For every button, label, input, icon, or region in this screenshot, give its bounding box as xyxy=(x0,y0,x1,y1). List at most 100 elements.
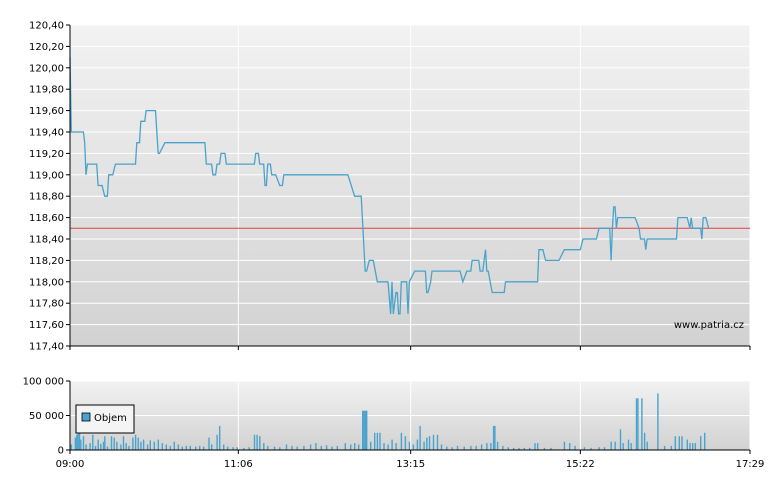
volume-bar xyxy=(408,441,411,450)
volume-bar xyxy=(100,443,102,450)
volume-bar xyxy=(395,443,397,450)
volume-bar xyxy=(219,425,221,450)
x-tick-label: 17:29 xyxy=(736,459,765,470)
volume-bar xyxy=(125,443,127,450)
volume-bar xyxy=(243,447,245,450)
volume-bar xyxy=(236,447,238,450)
volume-bar xyxy=(82,436,85,450)
volume-bar xyxy=(354,443,356,450)
volume-bar xyxy=(494,425,496,450)
volume-bar xyxy=(486,443,488,450)
volume-bar xyxy=(296,446,298,450)
volume-bar xyxy=(480,444,483,450)
volume-bar xyxy=(106,446,109,450)
volume-bar xyxy=(203,446,205,450)
volume-bar xyxy=(76,434,78,450)
volume-bar xyxy=(543,447,546,450)
volume-bar xyxy=(259,436,261,450)
volume-bar xyxy=(92,434,94,450)
volume-bar xyxy=(102,441,105,450)
volume-bar xyxy=(583,447,586,450)
volume-bar xyxy=(253,434,256,450)
volume-bar xyxy=(641,398,643,451)
volume-bar xyxy=(550,447,552,450)
volume-y-tick-label: 0 xyxy=(58,446,64,457)
volume-bar xyxy=(146,444,149,450)
volume-bar xyxy=(700,436,702,450)
volume-bar xyxy=(263,443,265,450)
volume-bar xyxy=(227,446,229,450)
volume-bar xyxy=(309,444,312,450)
price-plot-background xyxy=(70,25,750,346)
volume-bar xyxy=(496,441,499,450)
volume-bar xyxy=(122,436,125,450)
volume-bar xyxy=(451,447,453,450)
volume-bar xyxy=(366,410,368,450)
x-tick-label: 13:15 xyxy=(396,459,425,470)
price-y-tick-label: 118,60 xyxy=(29,213,64,224)
volume-bar xyxy=(157,439,159,450)
volume-bar xyxy=(518,447,520,450)
price-y-tick-label: 118,80 xyxy=(29,192,64,203)
price-y-tick-label: 120,00 xyxy=(29,63,64,74)
volume-bar xyxy=(614,441,616,450)
volume-bar xyxy=(315,443,317,450)
price-y-tick-label: 117,40 xyxy=(29,342,64,353)
volume-bar xyxy=(490,443,492,450)
volume-bar xyxy=(181,446,183,450)
volume-bar xyxy=(285,444,288,450)
volume-bar xyxy=(463,446,465,450)
price-y-tick-label: 119,80 xyxy=(29,85,64,96)
volume-bar xyxy=(610,441,612,450)
volume-y-tick-label: 50 000 xyxy=(29,411,64,422)
volume-bar xyxy=(116,441,118,450)
volume-bar xyxy=(428,436,431,450)
volume-bar xyxy=(169,445,171,450)
volume-bar xyxy=(635,398,638,451)
volume-panel: 0 50 000 100 000 09:00 11:06 13:15 15:22 17:29 O… xyxy=(23,377,765,471)
volume-bar xyxy=(113,437,115,450)
volume-bar xyxy=(110,436,113,450)
volume-bar xyxy=(529,447,531,450)
volume-bar xyxy=(70,444,73,450)
volume-bar xyxy=(165,444,167,450)
volume-bar xyxy=(630,443,632,450)
price-y-tick-label: 119,00 xyxy=(29,170,64,181)
volume-y-tick-label: 100 000 xyxy=(23,377,64,388)
volume-bar xyxy=(563,441,566,450)
watermark-text: www.patria.cz xyxy=(674,320,744,331)
volume-bar xyxy=(149,440,151,450)
volume-bar xyxy=(470,445,472,450)
price-y-tick-label: 118,00 xyxy=(29,277,64,288)
volume-bar xyxy=(637,398,639,451)
price-y-tick-label: 118,40 xyxy=(29,235,64,246)
volume-bar xyxy=(376,432,379,451)
volume-bar xyxy=(140,441,142,450)
legend-swatch xyxy=(81,412,91,422)
volume-bar xyxy=(320,445,322,450)
price-y-tick-label: 120,20 xyxy=(29,42,64,53)
volume-bar xyxy=(256,434,258,450)
volume-bar xyxy=(492,425,495,450)
volume-bar xyxy=(362,410,364,450)
legend-label: Objem xyxy=(94,413,127,424)
volume-bar xyxy=(590,447,592,450)
volume-bar xyxy=(344,443,346,450)
price-y-tick-label: 119,40 xyxy=(29,128,64,139)
volume-bar xyxy=(303,445,305,450)
price-y-tick-label: 118,20 xyxy=(29,256,64,267)
volume-bar xyxy=(142,439,145,450)
price-y-tick-label: 117,80 xyxy=(29,299,64,310)
volume-bar xyxy=(622,443,624,450)
price-y-tick-label: 120,40 xyxy=(29,21,64,32)
volume-bar xyxy=(456,445,459,450)
price-series-line xyxy=(69,57,710,315)
volume-bar xyxy=(137,437,139,450)
volume-bar xyxy=(232,447,234,450)
price-y-tick-label: 119,20 xyxy=(29,149,64,160)
volume-bar xyxy=(195,446,197,450)
volume-bar xyxy=(78,425,81,450)
volume-bar xyxy=(678,436,680,450)
